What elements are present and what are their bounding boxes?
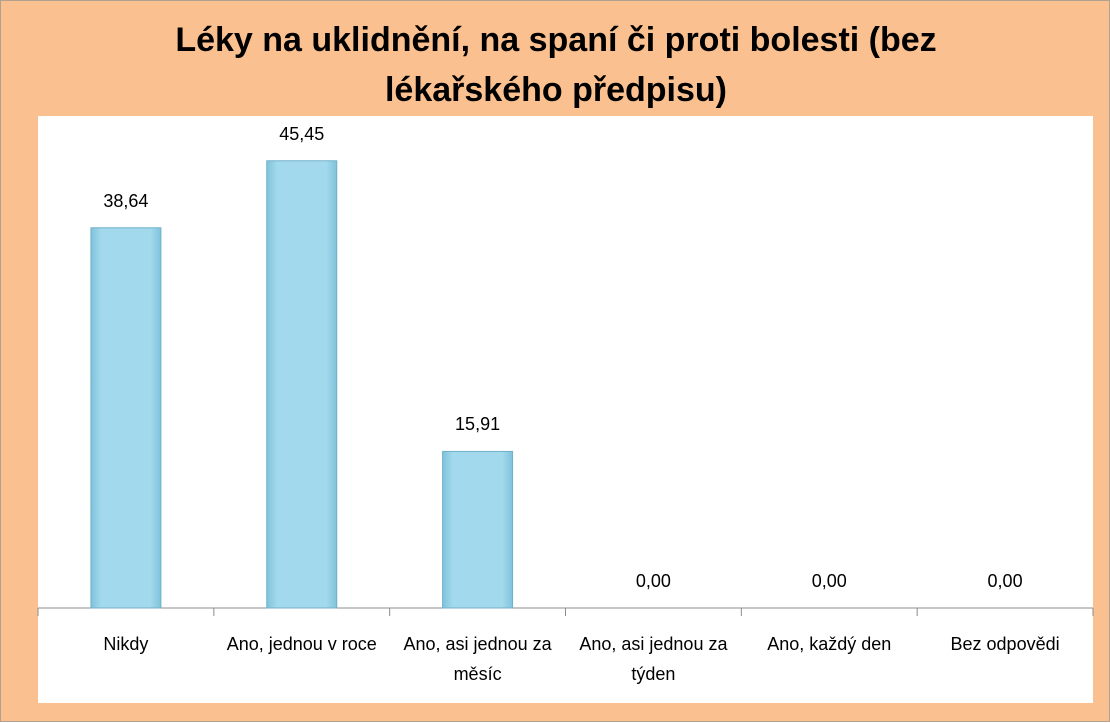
x-tick-label: Ano, asi jednou za týden xyxy=(579,634,728,684)
x-tick-label: Bez odpovědi xyxy=(950,634,1060,654)
x-tick-label: Ano, každý den xyxy=(767,634,892,654)
value-label: 0,00 xyxy=(811,571,847,591)
value-label: 15,91 xyxy=(455,414,501,435)
bar xyxy=(266,160,338,609)
value-label: 45,45 xyxy=(279,123,325,144)
x-tick-label: Ano, jednou v roce xyxy=(226,634,377,654)
x-tick-label: Nikdy xyxy=(103,634,149,654)
bar xyxy=(442,450,514,609)
bar xyxy=(90,227,162,609)
value-label: 0,00 xyxy=(635,571,671,591)
plot-area xyxy=(38,116,1093,703)
chart-title: Léky na uklidnění, na spaní či proti bol… xyxy=(175,21,937,109)
value-label: 0,00 xyxy=(987,571,1023,591)
x-tick-label: Ano, asi jednou za měsíc xyxy=(403,634,552,684)
value-label: 38,64 xyxy=(103,190,149,211)
